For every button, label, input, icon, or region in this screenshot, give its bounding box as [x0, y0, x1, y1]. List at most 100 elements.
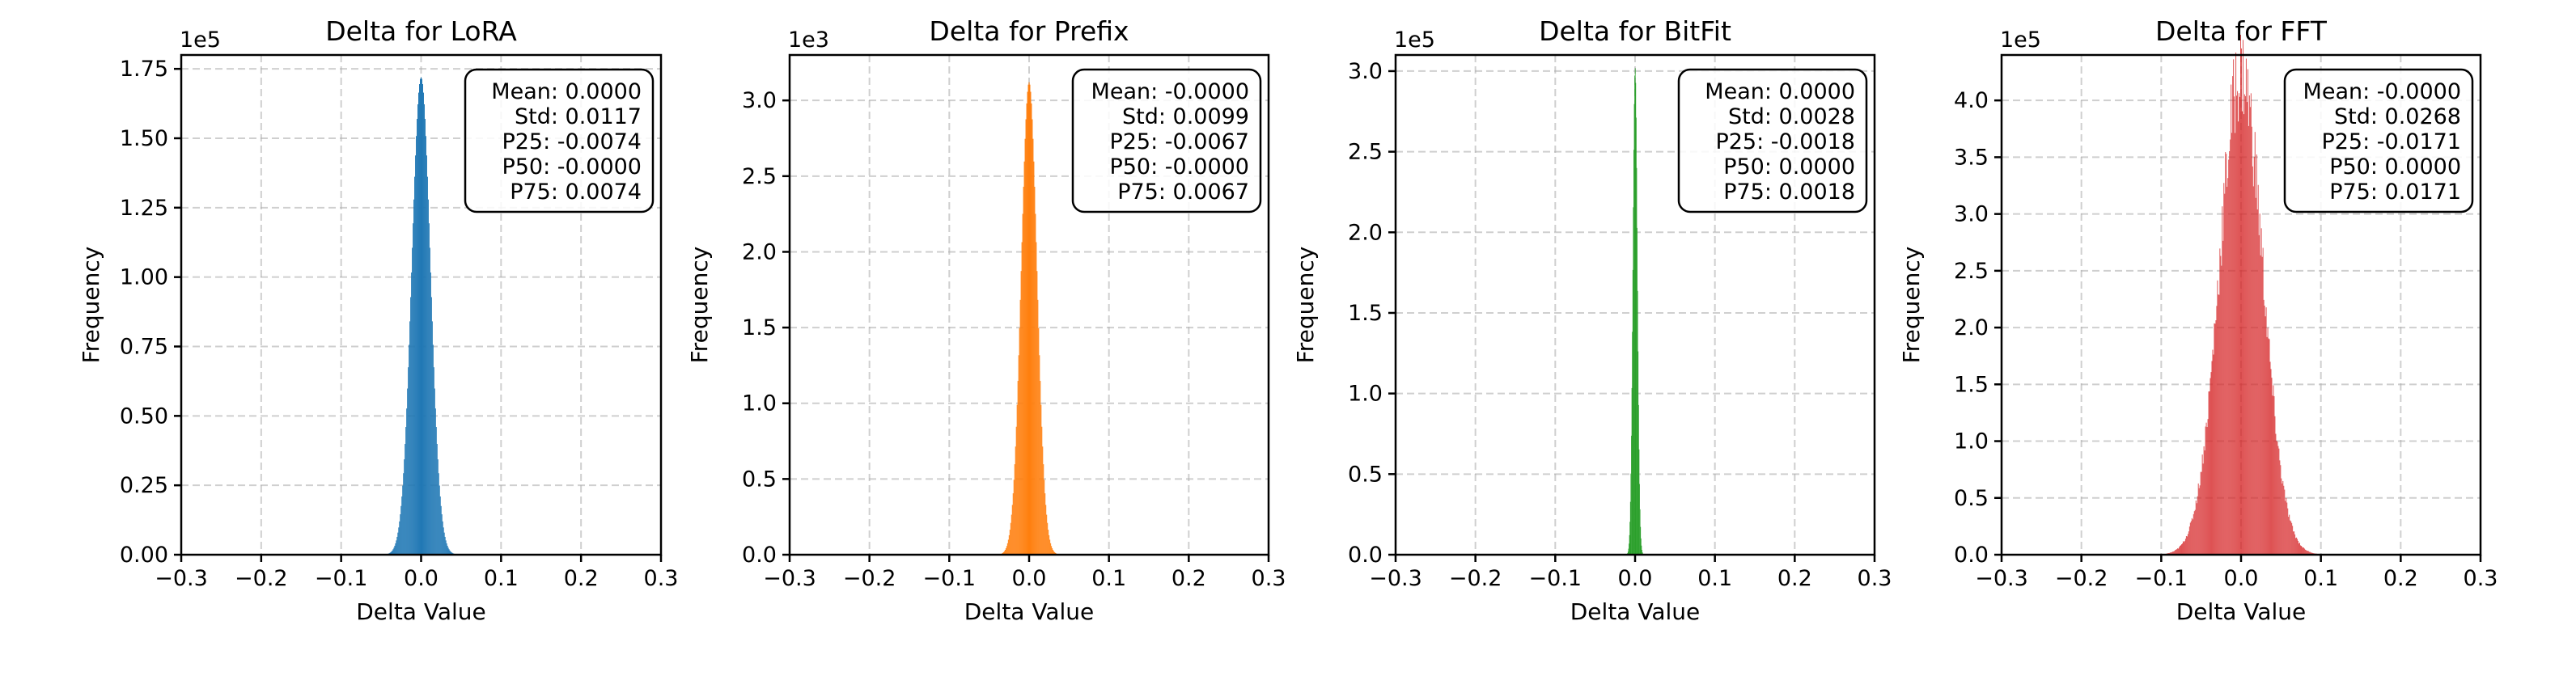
histogram-bar [1642, 551, 1643, 555]
histogram-bar [2280, 465, 2282, 555]
histogram-bar [395, 543, 396, 555]
histogram-bar [1002, 551, 1004, 555]
histogram-bar [2270, 369, 2272, 555]
histogram-bar [2273, 395, 2275, 555]
histogram-bar [2176, 549, 2178, 555]
histogram-bar [393, 547, 395, 555]
histogram-bar [2301, 547, 2303, 555]
histogram-bar [2198, 488, 2200, 555]
histogram-bar [2227, 178, 2229, 556]
chart-title: Delta for LoRA [325, 15, 517, 47]
histogram-bar [1047, 522, 1049, 555]
histogram-bar [2238, 121, 2239, 555]
histogram-bar [2266, 336, 2268, 555]
histogram-bar [417, 104, 419, 555]
stats-line: P25: -0.0171 [2321, 129, 2461, 154]
histogram-bar [2295, 538, 2297, 555]
histogram-bar [2269, 361, 2271, 555]
histogram-bar [2283, 485, 2285, 555]
histogram-bar [2239, 96, 2241, 555]
histogram-bar [2181, 543, 2183, 555]
histogram-bar [1007, 539, 1009, 555]
y-scale-label: 1e5 [1394, 27, 1435, 53]
histogram-bar [2203, 446, 2205, 555]
x-tick-label: 0.3 [1858, 566, 1892, 591]
histogram-bar [394, 545, 396, 555]
histogram-bar [428, 223, 430, 555]
x-tick-label: 0.2 [1171, 566, 1206, 591]
histogram-bars [2166, 34, 2317, 556]
histogram-bar [1637, 227, 1638, 555]
x-tick-label: 0.0 [1012, 566, 1047, 591]
x-tick-label: 0.2 [564, 566, 599, 591]
histogram-bar [400, 505, 402, 555]
x-tick-label: 0.1 [1697, 566, 1732, 591]
histogram-bar [2240, 34, 2241, 555]
histogram-bar [2205, 422, 2207, 555]
stats-line: Std: 0.0099 [1122, 104, 1249, 129]
histogram-bar [2311, 552, 2312, 555]
chart-panel-4: −0.3 −0.2 −0.1 0.0 0.1 0.2 0.3 0.0 0.5 1.0 1.5 2.0 2… [1898, 15, 2498, 625]
histogram-bar [1006, 543, 1008, 555]
x-tick-label: 0.2 [1777, 566, 1812, 591]
histogram-bar [440, 505, 442, 555]
histogram-bar [1040, 404, 1042, 555]
histogram-bar [2286, 502, 2288, 555]
histogram-bar [2297, 539, 2298, 555]
histogram-bar [2287, 508, 2289, 555]
histogram-bar [2237, 91, 2239, 555]
histogram-bar [1633, 104, 1635, 555]
histogram-bar [2210, 378, 2211, 555]
histogram-bar [2288, 517, 2290, 555]
histogram-bar [439, 496, 441, 555]
histogram-bar [411, 273, 413, 555]
histogram-bar [416, 136, 417, 555]
stats-box-frame [1071, 68, 1262, 213]
histogram-bar [422, 92, 424, 555]
histogram-bar [419, 84, 421, 555]
histogram-bar [430, 297, 432, 555]
histogram-bar [1010, 522, 1011, 555]
histogram-bar [2230, 139, 2231, 555]
histogram-bar [1053, 551, 1055, 555]
histogram-bar [447, 547, 449, 555]
histogram-bar [1025, 119, 1027, 556]
histogram-bar [2303, 548, 2305, 555]
histogram-bar [2256, 209, 2258, 555]
histogram-bar [2219, 248, 2221, 555]
histogram-bar [1013, 480, 1015, 555]
histogram-bar [2201, 454, 2203, 555]
histogram-bar [2261, 256, 2263, 555]
histogram-bar [2267, 327, 2269, 555]
y-tick-label: 2.5 [1954, 259, 1989, 284]
stats-line: P50: 0.0000 [2329, 154, 2461, 180]
x-tick-label: 0.1 [484, 566, 519, 591]
histogram-bar [2199, 485, 2201, 555]
histogram-bar [430, 273, 431, 555]
histogram-bar [1029, 84, 1031, 556]
x-tick-label: 0.0 [2224, 566, 2259, 591]
histogram-bar [2285, 501, 2286, 555]
histogram-bar [1035, 213, 1036, 555]
histogram-bar [2289, 514, 2290, 555]
histogram-bar [392, 549, 394, 555]
histogram-bar [2243, 114, 2244, 555]
histogram-bar [404, 459, 405, 555]
histogram-bar [2252, 186, 2254, 555]
histogram-bar [2277, 446, 2279, 555]
histogram-bar [1003, 551, 1005, 555]
stats-line: P75: 0.0018 [1723, 180, 1855, 205]
y-tick-label: 1.5 [1348, 301, 1383, 326]
histogram-bar [1635, 82, 1637, 556]
y-tick-label: 1.75 [120, 57, 168, 82]
histogram-bar [1023, 161, 1025, 555]
histogram-bar [443, 532, 445, 555]
histogram-bar [1028, 82, 1030, 555]
histogram-bar [2212, 349, 2214, 555]
x-tick-label: −0.1 [923, 566, 977, 591]
histogram-bar [2291, 522, 2293, 555]
y-tick-label: 0.25 [120, 473, 168, 498]
